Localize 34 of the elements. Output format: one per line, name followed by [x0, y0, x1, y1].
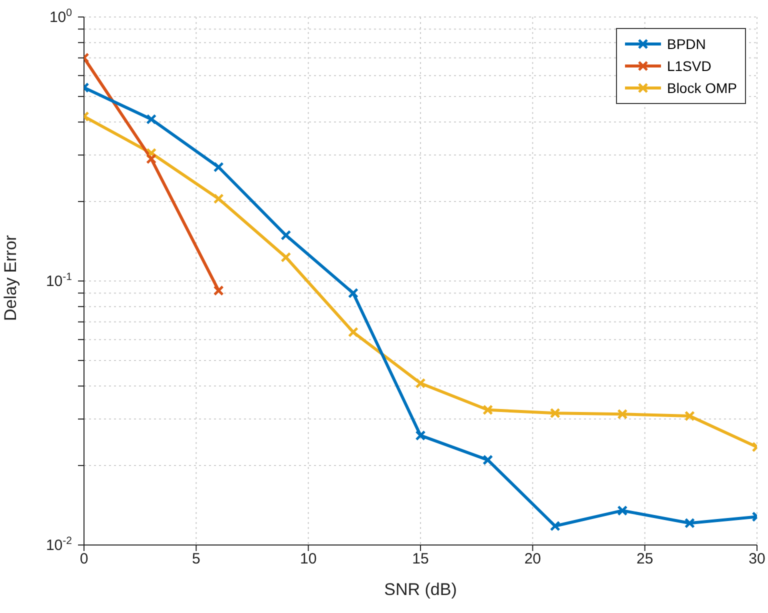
legend-label: L1SVD [666, 58, 712, 74]
point [482, 404, 494, 416]
y-axis-title: Delay Error [1, 234, 20, 321]
point [348, 288, 358, 298]
point [213, 193, 224, 204]
y-tick-label: 10$^{0}$ [49, 7, 72, 26]
point [415, 378, 426, 388]
point [617, 505, 628, 516]
x-tick-label: 5 [192, 550, 200, 568]
point [213, 285, 224, 296]
point [146, 154, 157, 164]
point [348, 326, 358, 338]
x-tick-label: 20 [524, 550, 542, 568]
x-tick-label: 25 [636, 550, 654, 568]
x-tick-label: 10 [300, 550, 317, 568]
x-tick-label: 15 [412, 550, 429, 568]
legend-label: Block OMP [666, 80, 737, 96]
point [482, 454, 494, 466]
y-tick-label: 10$^{-1}$ [46, 271, 72, 290]
x-tick-label: 0 [80, 550, 88, 568]
point [213, 162, 224, 172]
point [280, 252, 292, 263]
x-axis-title: SNR (dB) [384, 580, 457, 599]
point [550, 520, 560, 532]
point [415, 430, 426, 441]
point [146, 114, 157, 124]
point [684, 410, 695, 422]
point [684, 518, 695, 528]
legend-label: BPDN [666, 36, 706, 52]
point [617, 408, 628, 420]
x-tick-label: 30 [748, 550, 766, 568]
y-tick-label: 10$^{-2}$ [46, 535, 72, 554]
point [280, 230, 292, 241]
point [550, 408, 560, 418]
